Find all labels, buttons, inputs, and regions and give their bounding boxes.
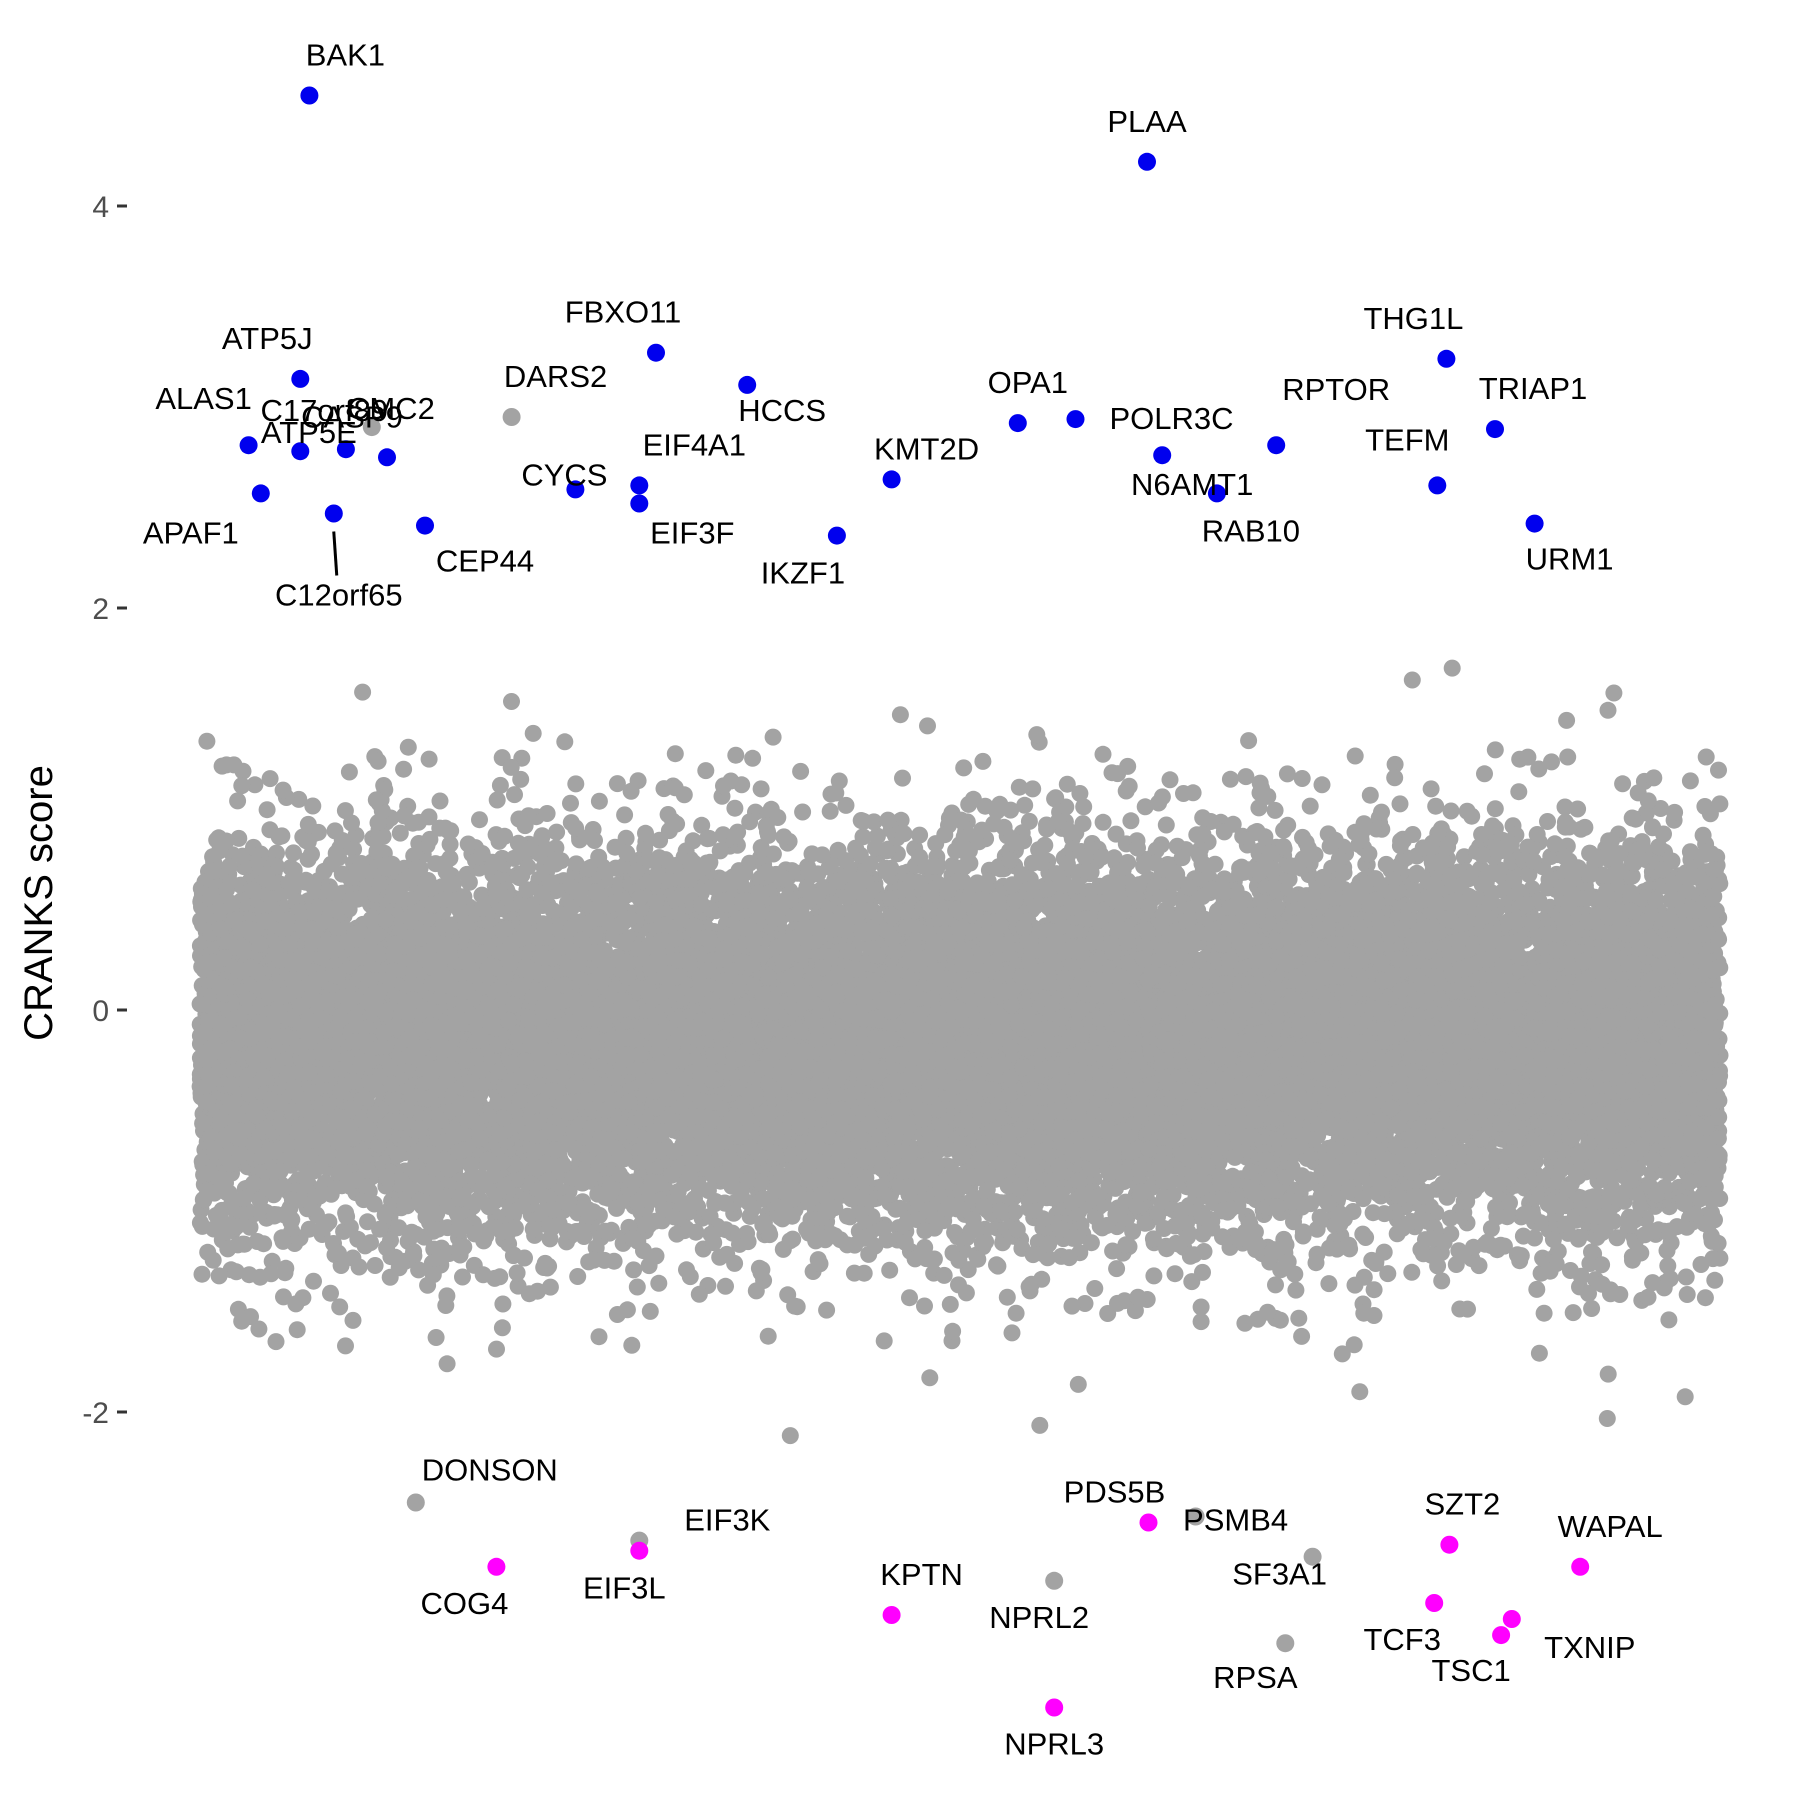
background-point [1293,1327,1311,1345]
background-point [1711,1249,1729,1267]
background-point [225,756,243,774]
background-point [891,706,909,724]
background-point [590,1328,608,1346]
background-point [1559,748,1577,766]
background-point [420,750,438,768]
background-point [1069,1375,1087,1393]
background-point [693,816,711,834]
background-point [1697,748,1715,766]
background-point [569,1268,587,1285]
background-point [916,1297,933,1315]
background-point [1145,1267,1163,1285]
background-point [1678,1286,1696,1303]
background-point [255,1235,273,1253]
background-point [1564,1304,1582,1322]
background-point [1706,1271,1724,1289]
background-point [438,1355,456,1373]
background-point [752,780,770,798]
background-point [1333,1345,1351,1363]
background-point [1301,797,1319,815]
background-point [1166,1265,1184,1283]
background-point [246,776,264,794]
background-point [1692,1256,1710,1273]
background-point [1696,1289,1714,1307]
background-point [1569,800,1587,818]
background-point [733,776,751,794]
background-point [1486,800,1504,818]
background-point [717,1277,734,1295]
background-point [285,844,302,862]
background-point [781,1427,799,1445]
background-point [590,792,608,810]
background-point [1583,1300,1601,1317]
background-point [193,1265,211,1283]
background-point [258,801,276,819]
background-point [1320,1275,1338,1293]
background-point [764,728,782,746]
background-point [1351,1383,1369,1401]
background-point [1031,1416,1049,1434]
background-point [1530,1344,1548,1362]
background-point [304,797,322,815]
background-point [1403,1263,1421,1281]
background-point [1221,770,1239,788]
background-point [925,1250,943,1268]
background-point [616,806,634,824]
background-point [1094,745,1112,763]
background-points [191,659,1729,1445]
background-point [427,1329,445,1346]
background-point [919,717,936,735]
background-point [1192,1298,1210,1316]
background-point [524,724,542,742]
